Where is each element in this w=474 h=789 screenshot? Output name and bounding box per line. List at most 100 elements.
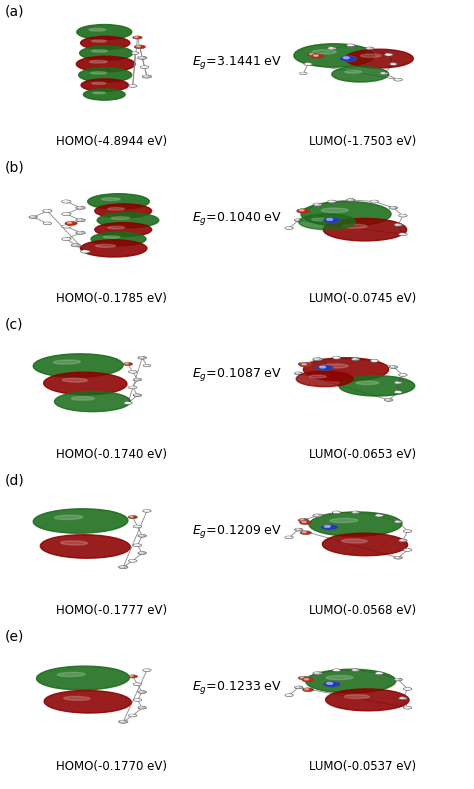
Ellipse shape [90, 60, 107, 63]
Text: (d): (d) [5, 473, 25, 488]
Circle shape [353, 669, 356, 671]
Ellipse shape [81, 36, 130, 50]
Text: HOMO(-0.1777 eV): HOMO(-0.1777 eV) [56, 604, 167, 617]
Ellipse shape [296, 371, 353, 387]
Circle shape [327, 219, 333, 220]
Circle shape [135, 36, 138, 38]
Text: HOMO(-0.1785 eV): HOMO(-0.1785 eV) [56, 292, 167, 305]
Circle shape [134, 45, 146, 49]
Circle shape [298, 362, 309, 366]
Ellipse shape [89, 28, 106, 31]
Circle shape [138, 690, 146, 694]
Ellipse shape [322, 364, 348, 368]
Ellipse shape [306, 669, 396, 693]
Circle shape [140, 535, 143, 536]
Circle shape [76, 231, 85, 234]
Circle shape [130, 675, 133, 676]
Circle shape [394, 381, 402, 384]
Circle shape [302, 678, 314, 682]
Circle shape [143, 510, 151, 512]
Circle shape [135, 699, 138, 700]
Circle shape [405, 707, 408, 708]
Ellipse shape [301, 201, 391, 226]
Ellipse shape [80, 46, 133, 60]
Circle shape [302, 364, 306, 365]
Circle shape [391, 207, 394, 208]
Ellipse shape [77, 24, 132, 39]
Circle shape [394, 556, 402, 559]
Circle shape [403, 529, 412, 533]
Circle shape [140, 65, 149, 69]
Circle shape [327, 47, 337, 50]
Text: HOMO(-0.1740 eV): HOMO(-0.1740 eV) [56, 448, 167, 461]
Circle shape [391, 366, 394, 367]
Circle shape [390, 63, 397, 65]
Circle shape [306, 63, 309, 64]
Circle shape [305, 689, 309, 690]
Circle shape [45, 210, 48, 211]
Ellipse shape [342, 539, 367, 543]
Circle shape [332, 357, 341, 359]
Circle shape [351, 669, 360, 671]
Circle shape [140, 707, 143, 708]
Ellipse shape [76, 56, 135, 72]
Circle shape [140, 357, 143, 358]
Circle shape [346, 44, 355, 47]
Circle shape [334, 669, 337, 671]
Circle shape [370, 360, 379, 362]
Circle shape [145, 669, 147, 671]
Ellipse shape [309, 512, 402, 537]
Circle shape [403, 706, 412, 709]
Circle shape [401, 374, 403, 375]
Ellipse shape [360, 54, 381, 58]
Circle shape [76, 219, 85, 222]
Circle shape [313, 671, 322, 675]
Circle shape [367, 47, 370, 48]
Ellipse shape [321, 208, 348, 212]
Text: LUMO(-0.0568 eV): LUMO(-0.0568 eV) [309, 604, 416, 617]
Circle shape [403, 548, 412, 552]
Circle shape [118, 720, 128, 724]
Circle shape [329, 200, 332, 202]
Circle shape [120, 566, 124, 567]
Text: (b): (b) [5, 161, 25, 175]
Circle shape [135, 683, 138, 684]
Circle shape [316, 365, 333, 371]
Circle shape [133, 52, 136, 53]
Circle shape [285, 226, 293, 230]
Circle shape [319, 366, 326, 368]
Circle shape [138, 706, 146, 709]
Ellipse shape [326, 675, 353, 679]
Ellipse shape [330, 518, 358, 522]
Circle shape [394, 679, 402, 681]
Circle shape [380, 72, 388, 75]
Circle shape [300, 209, 304, 211]
Circle shape [130, 516, 133, 517]
Circle shape [377, 672, 380, 673]
Circle shape [125, 363, 128, 364]
Ellipse shape [108, 208, 125, 210]
Circle shape [365, 47, 374, 50]
Circle shape [130, 85, 133, 86]
Circle shape [65, 222, 77, 226]
Circle shape [128, 559, 137, 563]
Ellipse shape [322, 533, 408, 555]
Ellipse shape [101, 198, 120, 200]
Circle shape [137, 46, 140, 47]
Text: $\mathit{E}_\mathit{g}$=3.1441 eV: $\mathit{E}_\mathit{g}$=3.1441 eV [192, 54, 282, 71]
Circle shape [321, 525, 338, 530]
Circle shape [62, 225, 71, 228]
Circle shape [71, 244, 81, 247]
Ellipse shape [339, 376, 415, 396]
Circle shape [403, 687, 412, 690]
Circle shape [133, 394, 142, 397]
Ellipse shape [95, 204, 152, 218]
Circle shape [29, 215, 37, 219]
Circle shape [128, 370, 137, 373]
Ellipse shape [36, 666, 129, 690]
Circle shape [300, 363, 304, 364]
Circle shape [297, 209, 310, 213]
Circle shape [294, 528, 303, 531]
Circle shape [323, 682, 340, 687]
Ellipse shape [356, 381, 379, 384]
